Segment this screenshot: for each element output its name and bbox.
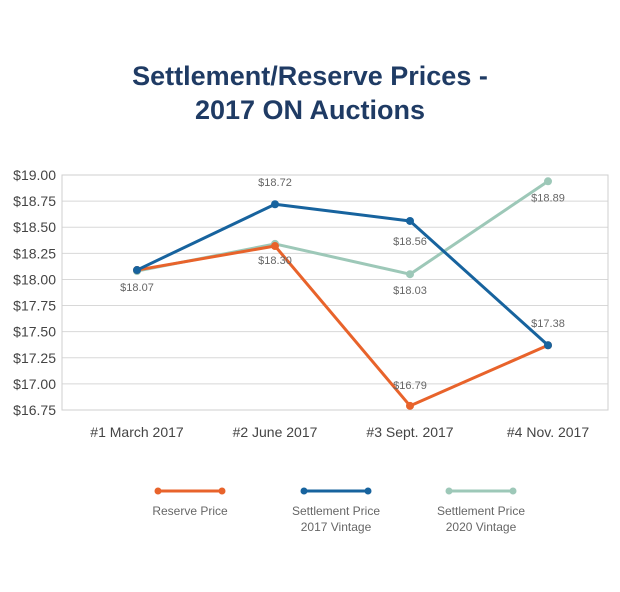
legend-marker — [300, 487, 308, 495]
data-point — [271, 242, 279, 251]
y-tick-label: $19.00 — [13, 167, 56, 183]
plot-frame — [61, 174, 609, 411]
y-tick-label: $18.75 — [13, 193, 56, 209]
chart-title-line-1: Settlement/Reserve Prices - — [132, 61, 488, 91]
series-lines — [133, 177, 552, 410]
y-tick-label: $18.00 — [13, 271, 56, 287]
y-tick-label: $17.50 — [13, 324, 56, 340]
data-label: $18.56 — [393, 236, 427, 248]
data-point — [544, 341, 552, 350]
legend-marker — [364, 487, 372, 495]
x-tick-label: #1 March 2017 — [90, 424, 184, 440]
data-label: $18.30 — [258, 255, 292, 267]
x-axis: #1 March 2017 #2 June 2017 #3 Sept. 2017 #4… — [90, 424, 589, 440]
series-line — [136, 244, 549, 408]
y-tick-label: $17.75 — [13, 298, 56, 314]
data-label: $17.38 — [531, 318, 565, 330]
data-labels: $16.79 $18.72 $18.56 $17.38 $18.07 $18.30 $18.… — [120, 177, 565, 392]
data-point — [406, 216, 414, 225]
legend-label: 2020 Vintage — [446, 520, 517, 534]
data-point — [133, 266, 141, 275]
legend-marker — [509, 487, 517, 495]
data-point — [544, 177, 552, 186]
legend-label: Settlement Price — [292, 504, 380, 518]
y-axis: $19.00 $18.75 $18.50 $18.25 $18.00 $17.75 $17.… — [13, 167, 56, 418]
y-tick-label: $17.00 — [13, 376, 56, 392]
y-tick-label: $18.50 — [13, 219, 56, 235]
y-tick-label: $17.25 — [13, 350, 56, 366]
legend: Reserve Price Settlement Price 2017 Vintag… — [152, 487, 525, 534]
data-point — [271, 200, 279, 209]
data-label: $16.79 — [393, 380, 427, 392]
legend-marker — [218, 487, 226, 495]
data-point — [406, 270, 414, 279]
series-line — [136, 202, 550, 347]
y-tick-label: $16.75 — [13, 402, 56, 418]
x-tick-label: #2 June 2017 — [233, 424, 318, 440]
legend-label: 2017 Vintage — [301, 520, 372, 534]
legend-label: Reserve Price — [152, 504, 228, 518]
data-point — [406, 401, 414, 410]
data-label: $18.03 — [393, 285, 427, 297]
legend-label: Settlement Price — [437, 504, 525, 518]
legend-marker — [154, 487, 162, 495]
data-label: $18.07 — [120, 282, 154, 294]
data-label: $18.89 — [531, 192, 565, 204]
x-tick-label: #3 Sept. 2017 — [366, 424, 453, 440]
y-tick-label: $18.25 — [13, 245, 56, 261]
legend-marker — [445, 487, 453, 495]
chart-title-line-2: 2017 ON Auctions — [194, 95, 426, 125]
x-tick-label: #4 Nov. 2017 — [507, 424, 589, 440]
data-label: $18.72 — [258, 177, 292, 189]
